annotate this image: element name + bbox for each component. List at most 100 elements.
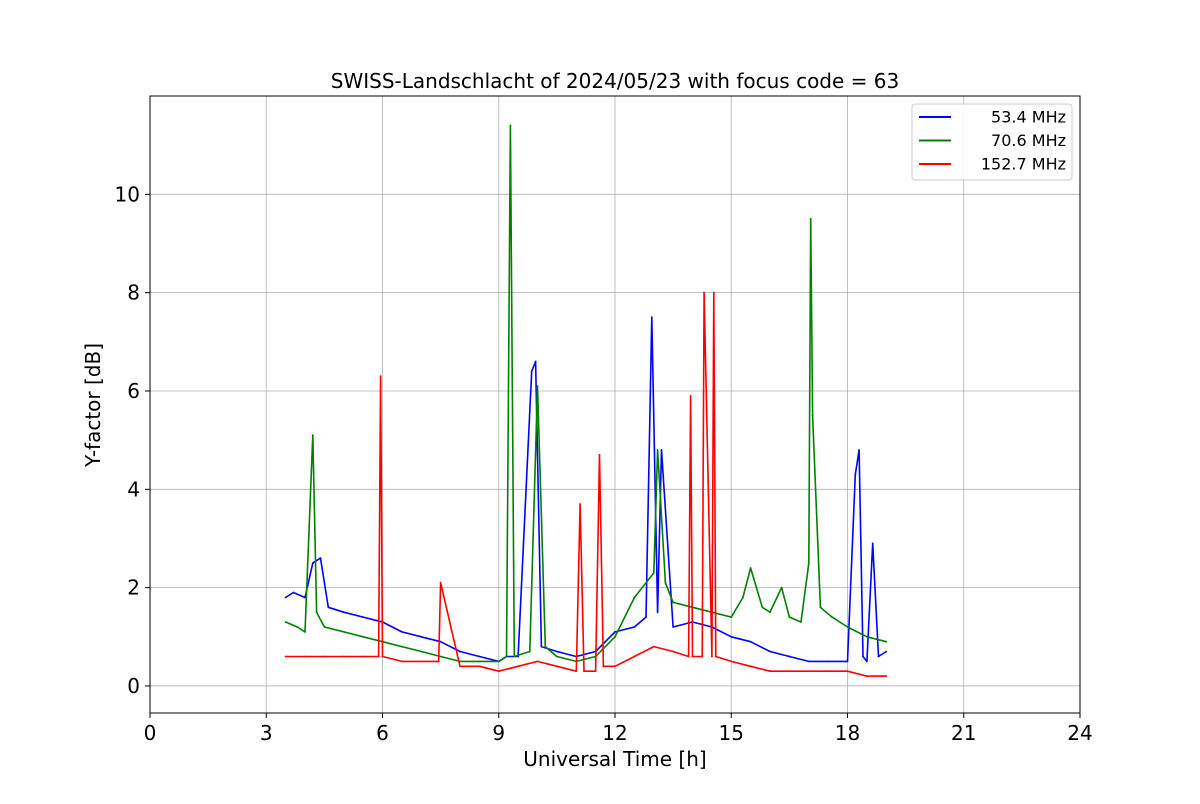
- data-point: [602, 665, 605, 668]
- data-point: [459, 665, 461, 668]
- data-point: [831, 616, 833, 618]
- data-point: [656, 611, 659, 614]
- data-point: [866, 635, 868, 638]
- data-point: [556, 650, 558, 653]
- x-axis-label: Universal Time [h]: [523, 747, 706, 771]
- data-point: [583, 670, 585, 673]
- data-point: [854, 473, 857, 476]
- data-point: [311, 562, 314, 564]
- data-point: [517, 665, 519, 668]
- data-point: [749, 567, 752, 569]
- legend-label: 152.7 MHz: [981, 155, 1066, 174]
- data-point: [788, 616, 791, 618]
- data-point: [319, 557, 322, 559]
- data-point: [292, 591, 295, 594]
- data-point: [714, 655, 717, 658]
- series-line: [285, 316, 887, 663]
- data-point: [866, 675, 868, 677]
- data-point: [769, 611, 771, 614]
- data-point: [594, 670, 597, 673]
- data-point: [528, 650, 531, 653]
- data-point: [633, 655, 636, 658]
- data-point: [323, 655, 326, 658]
- y-tick-label: 0: [127, 674, 140, 698]
- x-tick-label: 6: [376, 721, 389, 745]
- legend: 53.4 MHz 70.6 MHz 152.7 MHz: [911, 103, 1073, 181]
- data-point: [497, 670, 500, 673]
- y-tick-label: 10: [115, 182, 140, 206]
- data-point: [534, 360, 537, 363]
- data-point: [788, 655, 791, 658]
- data-point: [401, 660, 403, 663]
- data-point: [788, 670, 791, 673]
- data-point: [614, 631, 616, 633]
- data-point: [769, 670, 771, 673]
- data-point: [800, 621, 802, 623]
- data-point: [401, 645, 403, 648]
- data-point: [809, 218, 812, 220]
- data-point: [513, 655, 516, 658]
- data-point: [862, 655, 864, 658]
- data-point: [420, 660, 423, 663]
- data-point: [362, 655, 364, 658]
- data-point: [362, 616, 364, 618]
- data-point: [650, 316, 653, 319]
- data-point: [478, 655, 481, 658]
- data-point: [459, 650, 461, 653]
- data-point: [478, 665, 481, 668]
- data-point: [885, 675, 888, 677]
- data-point: [509, 124, 512, 127]
- data-point: [877, 655, 880, 658]
- data-point: [284, 655, 287, 658]
- data-point: [437, 660, 440, 663]
- series-0: [284, 316, 888, 663]
- data-point: [379, 375, 382, 378]
- data-point: [711, 655, 713, 658]
- series-layer: [284, 124, 888, 677]
- data-point: [420, 635, 423, 638]
- data-point: [672, 650, 674, 653]
- data-point: [614, 665, 616, 668]
- data-point: [645, 616, 647, 618]
- data-point: [807, 660, 810, 663]
- data-point: [858, 449, 860, 451]
- data-point: [544, 645, 547, 648]
- y-tick-label: 8: [127, 281, 140, 305]
- data-point: [871, 542, 874, 545]
- data-point: [342, 655, 345, 658]
- data-point: [885, 640, 888, 643]
- data-point: [827, 660, 829, 663]
- data-point: [323, 626, 326, 628]
- data-point: [362, 635, 364, 638]
- data-point: [304, 631, 306, 633]
- data-point: [556, 665, 558, 668]
- data-point: [730, 660, 733, 663]
- data-point: [664, 581, 667, 584]
- data-point: [614, 635, 616, 638]
- x-tick-label: 21: [951, 721, 976, 745]
- data-point: [575, 670, 578, 673]
- data-point: [342, 631, 345, 633]
- data-point: [304, 655, 306, 658]
- data-point: [660, 449, 663, 451]
- data-point: [342, 611, 345, 614]
- legend-box: [911, 103, 1073, 181]
- data-point: [885, 650, 888, 653]
- data-point: [536, 660, 539, 663]
- data-point: [284, 596, 287, 599]
- data-point: [633, 626, 636, 628]
- data-point: [284, 621, 287, 623]
- x-tick-label: 0: [144, 721, 157, 745]
- data-point: [530, 370, 533, 373]
- legend-label: 53.4 MHz: [991, 108, 1066, 127]
- data-point: [401, 631, 403, 633]
- x-tick-label: 12: [602, 721, 627, 745]
- x-tick-label: 24: [1067, 721, 1092, 745]
- legend-label: 70.6 MHz: [991, 131, 1066, 150]
- data-point: [478, 660, 481, 663]
- y-tick-label: 4: [127, 477, 140, 501]
- data-point: [377, 655, 380, 658]
- chart-title: SWISS-Landschlacht of 2024/05/23 with fo…: [331, 69, 899, 93]
